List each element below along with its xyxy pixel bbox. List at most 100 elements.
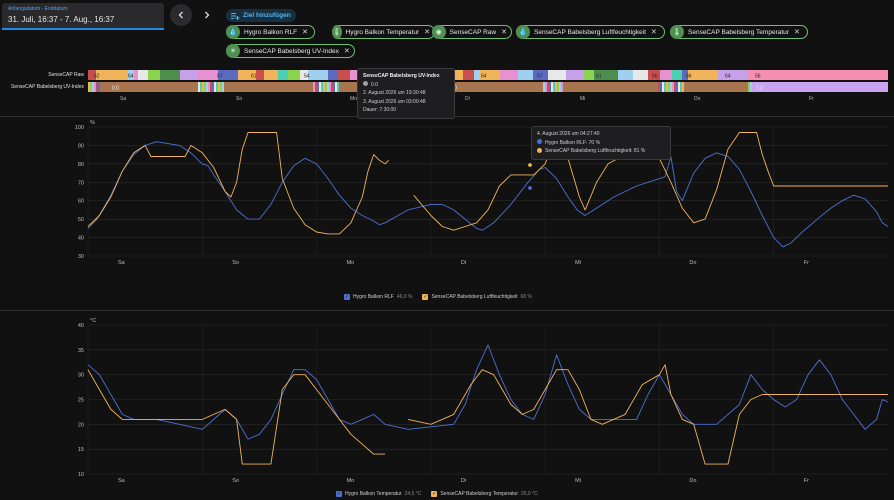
- timeline-segment[interactable]: [337, 82, 339, 92]
- timeline-segment[interactable]: [88, 70, 96, 80]
- timeline-segment[interactable]: [148, 70, 160, 80]
- timeline-segment[interactable]: [180, 70, 198, 80]
- timeline-segment[interactable]: [678, 82, 680, 92]
- timeline-segment[interactable]: [648, 70, 660, 80]
- close-icon[interactable]: ✕: [302, 29, 308, 36]
- timeline-segment[interactable]: [256, 70, 264, 80]
- legend-item-sensecap-humidity[interactable]: ✓ SenseCAP Babelsberg Luftfeuchtigkeit 6…: [422, 294, 532, 300]
- timeline-segment[interactable]: [750, 82, 752, 92]
- timeline-segment[interactable]: [206, 82, 208, 92]
- timeline-segment[interactable]: [333, 82, 335, 92]
- legend-item-hygro-rlf[interactable]: ✓ Hygro Balkon RLF 46,0 %: [344, 294, 413, 300]
- timeline-segment[interactable]: [335, 82, 337, 92]
- timeline-segment[interactable]: [198, 82, 200, 92]
- timeline-segment[interactable]: [676, 82, 678, 92]
- timeline-row-uv[interactable]: [88, 82, 888, 92]
- target-chip[interactable]: 🌡 SenseCAP Babelsberg Temperatur ✕: [670, 25, 808, 39]
- series-line[interactable]: [87, 369, 386, 465]
- timeline-segment[interactable]: [96, 82, 98, 92]
- timeline-segment[interactable]: [88, 82, 888, 92]
- timeline-segment[interactable]: [202, 82, 204, 92]
- timeline-segment[interactable]: [463, 70, 474, 80]
- target-chip[interactable]: 💧 Hygro Balkon RLF ✕: [226, 25, 315, 39]
- timeline-segment[interactable]: [559, 82, 561, 92]
- timeline-segment[interactable]: [584, 70, 594, 80]
- timeline-segment[interactable]: [325, 82, 327, 92]
- timeline-segment[interactable]: [533, 70, 548, 80]
- close-icon[interactable]: ✕: [424, 29, 430, 36]
- timeline-segment[interactable]: [329, 82, 331, 92]
- timeline-segment[interactable]: [198, 70, 218, 80]
- timeline-segment[interactable]: [315, 82, 317, 92]
- timeline-segment[interactable]: [700, 70, 718, 80]
- timeline-segment[interactable]: [218, 70, 238, 80]
- humidity-chart[interactable]: 30 40 50 60 70 80 90 100% Sa So Mo Di Mi Do Fr: [0, 118, 894, 308]
- target-chip[interactable]: 💧 SenseCAP Babelsberg Luftfeuchtigkeit ✕: [516, 25, 665, 39]
- timeline-segment[interactable]: [264, 70, 278, 80]
- close-icon[interactable]: ✕: [650, 29, 657, 36]
- timeline-segment[interactable]: [128, 70, 134, 80]
- timeline-segment[interactable]: [214, 82, 216, 92]
- temperature-chart[interactable]: 10 15 20 25 30 35 40 °C Sa So Mo Di Mi Do Fr: [0, 312, 894, 492]
- timeline-segment[interactable]: [98, 82, 100, 92]
- timeline-segment[interactable]: [752, 82, 888, 92]
- timeline-segment[interactable]: [748, 82, 750, 92]
- timeline-segment[interactable]: [300, 70, 308, 80]
- timeline-segment[interactable]: [328, 70, 338, 80]
- timeline-segment[interactable]: [674, 82, 676, 92]
- close-icon[interactable]: ✕: [343, 48, 350, 55]
- timeline-segment[interactable]: [566, 70, 584, 80]
- timeline-segment[interactable]: [220, 82, 222, 92]
- timeline-segment[interactable]: [682, 70, 688, 80]
- timeline-segment[interactable]: [319, 82, 321, 92]
- date-range-field[interactable]: Anfangsdatum - Enddatum 31. Juli, 16:37 …: [2, 3, 164, 30]
- timeline-segment[interactable]: [210, 82, 212, 92]
- timeline-segment[interactable]: [672, 70, 682, 80]
- timeline-segment[interactable]: [212, 82, 214, 92]
- timeline-segment[interactable]: [545, 82, 547, 92]
- timeline-segment[interactable]: [633, 70, 648, 80]
- timeline-segment[interactable]: [672, 82, 674, 92]
- timeline-segment[interactable]: [90, 82, 92, 92]
- timeline-segment[interactable]: [594, 70, 618, 80]
- timeline-segment[interactable]: [216, 82, 218, 92]
- timeline-segment[interactable]: [327, 82, 329, 92]
- timeline-segment[interactable]: [238, 70, 256, 80]
- series-line[interactable]: [87, 132, 389, 235]
- timeline-segment[interactable]: [278, 70, 288, 80]
- timeline-segment[interactable]: [551, 82, 553, 92]
- timeline-segment[interactable]: [313, 82, 315, 92]
- timeline-segment[interactable]: [288, 70, 300, 80]
- timeline-segment[interactable]: [670, 82, 672, 92]
- timeline-segment[interactable]: [317, 82, 319, 92]
- timeline-segment[interactable]: [668, 82, 670, 92]
- timeline-segment[interactable]: [323, 82, 325, 92]
- timeline-segment[interactable]: [518, 70, 533, 80]
- timeline-segment[interactable]: [94, 82, 96, 92]
- target-chip[interactable]: 🌡 Hygro Balkon Temperatur ✕: [332, 25, 435, 39]
- timeline-segment[interactable]: [480, 70, 500, 80]
- timeline-segment[interactable]: [557, 82, 559, 92]
- timeline-segment[interactable]: [718, 70, 748, 80]
- timeline-segment[interactable]: [331, 82, 333, 92]
- timeline-segment[interactable]: [474, 70, 480, 80]
- timeline-segment[interactable]: [660, 70, 672, 80]
- timeline-segment[interactable]: [208, 82, 210, 92]
- timeline-segment[interactable]: [561, 82, 563, 92]
- timeline-segment[interactable]: [92, 82, 94, 92]
- timeline-segment[interactable]: [222, 82, 224, 92]
- legend-item-hygro-temp[interactable]: ✓ Hygro Balkon Temperatur 24,5 °C: [336, 491, 422, 497]
- timeline-segment[interactable]: [338, 70, 350, 80]
- timeline-segment[interactable]: [134, 70, 138, 80]
- timeline-segment[interactable]: [658, 82, 660, 92]
- series-line[interactable]: [87, 344, 889, 440]
- series-line[interactable]: [87, 141, 889, 248]
- target-chip[interactable]: ◉ SenseCAP Raw ✕: [432, 25, 512, 39]
- timeline-segment[interactable]: [543, 82, 545, 92]
- timeline-segment[interactable]: [96, 70, 128, 80]
- timeline-segment[interactable]: [500, 70, 518, 80]
- timeline-segment[interactable]: [218, 82, 220, 92]
- timeline-segment[interactable]: [547, 82, 549, 92]
- timeline-segment[interactable]: [138, 70, 148, 80]
- timeline-segment[interactable]: [662, 82, 664, 92]
